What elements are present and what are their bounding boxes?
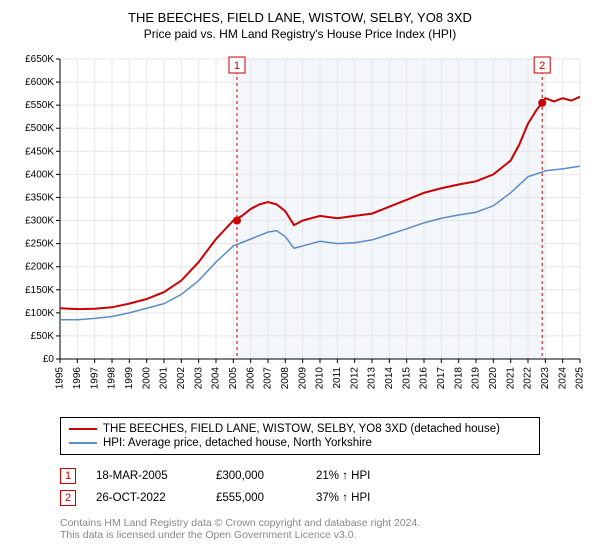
svg-text:2007: 2007 [263, 367, 274, 390]
svg-text:2010: 2010 [315, 367, 326, 390]
svg-text:2006: 2006 [245, 367, 256, 390]
chart-plot: £0 £50K £100K £150K £200K £250K £300K £350K £400… [10, 49, 590, 409]
svg-text:2013: 2013 [367, 367, 378, 390]
svg-text:£200K: £200K [25, 262, 54, 273]
svg-text:2004: 2004 [211, 367, 222, 390]
svg-text:1995: 1995 [55, 367, 66, 390]
svg-text:£0: £0 [43, 354, 55, 365]
svg-text:£150K: £150K [25, 285, 54, 296]
footer-line-2: This data is licensed under the Open Gov… [60, 529, 590, 541]
legend-swatch [69, 442, 97, 444]
event-diff: 21% ↑ HPI [316, 470, 416, 482]
event-marker: 2 [60, 490, 76, 506]
event-price: £555,000 [216, 492, 296, 504]
svg-text:£550K: £550K [25, 100, 54, 111]
svg-text:£450K: £450K [25, 146, 54, 157]
event-date: 18-MAR-2005 [96, 470, 196, 482]
svg-text:2008: 2008 [280, 367, 291, 390]
legend-label: THE BEECHES, FIELD LANE, WISTOW, SELBY, … [103, 423, 500, 435]
legend: THE BEECHES, FIELD LANE, WISTOW, SELBY, … [60, 417, 540, 455]
svg-text:2000: 2000 [141, 367, 152, 390]
svg-text:2001: 2001 [159, 367, 170, 390]
svg-text:£300K: £300K [25, 216, 54, 227]
svg-text:2015: 2015 [401, 367, 412, 390]
svg-text:£500K: £500K [25, 123, 54, 134]
svg-text:1: 1 [234, 60, 240, 72]
svg-text:£600K: £600K [25, 77, 54, 88]
svg-text:2: 2 [539, 60, 545, 72]
svg-text:2024: 2024 [557, 367, 568, 390]
svg-text:2014: 2014 [384, 367, 395, 390]
legend-row: HPI: Average price, detached house, Nort… [69, 436, 531, 450]
footer-attribution: Contains HM Land Registry data © Crown c… [60, 517, 590, 541]
chart-subtitle: Price paid vs. HM Land Registry's House … [10, 27, 590, 41]
legend-label: HPI: Average price, detached house, Nort… [103, 437, 372, 449]
svg-text:2025: 2025 [575, 367, 586, 390]
event-diff: 37% ↑ HPI [316, 492, 416, 504]
svg-text:1996: 1996 [72, 367, 83, 390]
chart-container: THE BEECHES, FIELD LANE, WISTOW, SELBY, … [0, 0, 600, 549]
svg-text:1997: 1997 [89, 367, 100, 390]
event-row: 2 26-OCT-2022 £555,000 37% ↑ HPI [60, 487, 590, 509]
svg-text:£350K: £350K [25, 192, 54, 203]
legend-row: THE BEECHES, FIELD LANE, WISTOW, SELBY, … [69, 422, 531, 436]
svg-text:2011: 2011 [332, 367, 343, 389]
svg-text:2023: 2023 [540, 367, 551, 390]
svg-text:2018: 2018 [453, 367, 464, 390]
event-marker: 1 [60, 468, 76, 484]
svg-text:2020: 2020 [488, 367, 499, 390]
event-date: 26-OCT-2022 [96, 492, 196, 504]
svg-text:£250K: £250K [25, 239, 54, 250]
svg-text:2009: 2009 [297, 367, 308, 390]
svg-text:2021: 2021 [505, 367, 516, 390]
svg-text:1999: 1999 [124, 367, 135, 390]
svg-text:1998: 1998 [107, 367, 118, 390]
svg-text:2002: 2002 [176, 367, 187, 390]
footer-line-1: Contains HM Land Registry data © Crown c… [60, 517, 590, 529]
event-row: 1 18-MAR-2005 £300,000 21% ↑ HPI [60, 465, 590, 487]
svg-text:2017: 2017 [436, 367, 447, 390]
legend-swatch [69, 428, 97, 430]
svg-text:£400K: £400K [25, 169, 54, 180]
event-price: £300,000 [216, 470, 296, 482]
chart-title: THE BEECHES, FIELD LANE, WISTOW, SELBY, … [10, 10, 590, 25]
svg-text:£100K: £100K [25, 308, 54, 319]
event-table: 1 18-MAR-2005 £300,000 21% ↑ HPI 2 26-OCT-202… [60, 465, 590, 509]
svg-text:£650K: £650K [25, 54, 54, 65]
svg-text:£50K: £50K [31, 331, 55, 342]
svg-text:2022: 2022 [523, 367, 534, 390]
svg-text:2003: 2003 [193, 367, 204, 390]
svg-text:2005: 2005 [228, 367, 239, 390]
svg-text:2012: 2012 [349, 367, 360, 390]
svg-text:2019: 2019 [471, 367, 482, 390]
svg-text:2016: 2016 [419, 367, 430, 390]
